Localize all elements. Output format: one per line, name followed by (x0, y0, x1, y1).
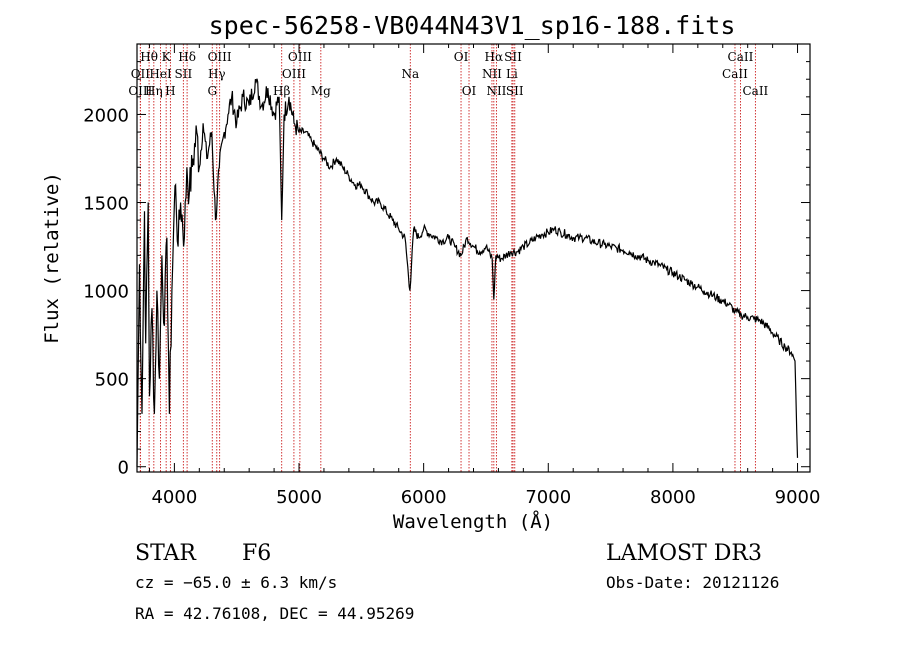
obs-date: Obs-Date: 20121126 (606, 573, 779, 592)
y-tick-label: 0 (118, 458, 129, 479)
redshift-info: cz = −65.0 ± 6.3 km/s (135, 573, 337, 592)
y-tick-label: 1500 (83, 194, 129, 215)
spectral-line-label: OII (131, 67, 151, 81)
spectral-line-label: Hθ (140, 50, 158, 64)
spectral-line-label: OIII (128, 84, 152, 98)
spectral-line-label: Hγ (208, 67, 226, 81)
spectral-line-label: OIII (208, 50, 232, 64)
x-tick-label: 7000 (525, 487, 571, 508)
spectral-line-label: H (165, 84, 175, 98)
spectral-line-label: Hη (145, 84, 163, 98)
x-axis-ticks: 4000 5000 6000 7000 8000 9000 (148, 44, 821, 508)
y-tick-label: 2000 (83, 105, 129, 126)
y-tick-label: 500 (95, 370, 129, 391)
y-axis-label: Flux (relative) (41, 172, 63, 344)
spectral-line-label: CaII (728, 50, 754, 64)
object-subclass: F6 (242, 541, 271, 566)
spectral-line-label: SII (504, 50, 522, 64)
spectral-line-label: OI (454, 50, 469, 64)
spectral-line-label: G (207, 84, 217, 98)
spectral-line-label: Na (401, 67, 419, 81)
x-tick-label: 9000 (775, 487, 821, 508)
y-axis-ticks: 0 500 1000 1500 2000 (83, 61, 810, 479)
spectral-line-label: OI (462, 84, 477, 98)
spectral-line-label: K (162, 50, 172, 64)
y-tick-label: 1000 (83, 282, 129, 303)
x-tick-label: 5000 (276, 487, 322, 508)
spectral-line-label: SII (506, 84, 524, 98)
coordinates: RA = 42.76108, DEC = 44.95269 (135, 604, 414, 623)
x-tick-label: 4000 (151, 487, 197, 508)
spectral-line-label: Mg (311, 84, 331, 98)
x-tick-label: 6000 (401, 487, 447, 508)
spectral-lines (139, 44, 756, 472)
spectral-line-label: Hδ (178, 50, 196, 64)
spectral-line-label: Hα (485, 50, 504, 64)
spectral-line-label: CaII (742, 84, 768, 98)
spectral-line-label: CaII (722, 67, 748, 81)
object-class: STAR (135, 541, 197, 566)
chart-title: spec-56258-VB044N43V1_sp16-188.fits (209, 11, 736, 40)
spectral-line-label: NII (486, 84, 506, 98)
flux-series-line (136, 78, 799, 467)
spectral-line-label: NII (482, 67, 502, 81)
x-tick-label: 8000 (650, 487, 696, 508)
spectral-line-label: Hβ (273, 84, 290, 98)
spectral-line-label: SII (175, 67, 193, 81)
survey-name: LAMOST DR3 (606, 541, 762, 566)
plot-frame (136, 43, 811, 473)
x-axis-label: Wavelength (Å) (393, 510, 553, 533)
spectral-line-label: OIII (288, 50, 312, 64)
spectral-line-label: Li (506, 67, 518, 81)
spectral-line-label: OIII (282, 67, 306, 81)
spectral-line-label: HeI (149, 67, 172, 81)
